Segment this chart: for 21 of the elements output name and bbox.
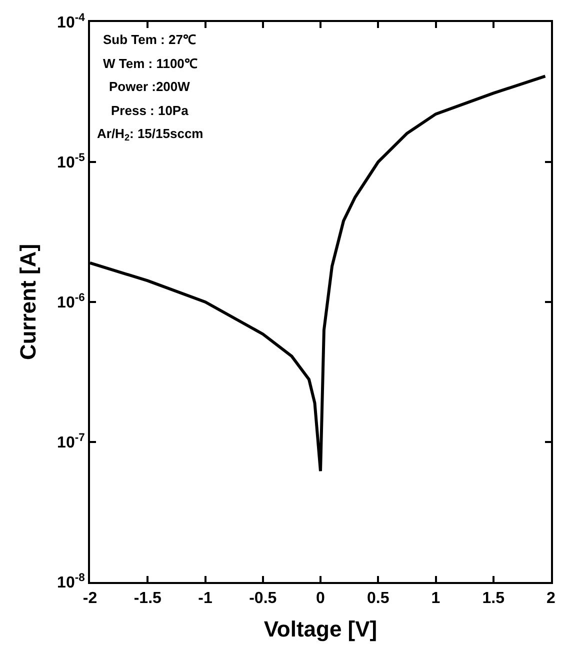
y-tick-label: 10$^{-6}$ bbox=[57, 292, 85, 312]
x-axis-title: Voltage [V] bbox=[264, 616, 378, 642]
y-tick-label: 10$^{-7}$ bbox=[57, 432, 85, 452]
y-tick-label: 10$^{-4}$ bbox=[57, 12, 86, 32]
x-tick-label: -1 bbox=[198, 590, 212, 608]
x-tick-label: -2 bbox=[82, 590, 98, 608]
x-tick-label: 0 bbox=[316, 590, 326, 608]
y-axis-title: Current [A] bbox=[15, 244, 40, 360]
annotation: Power :200W bbox=[109, 79, 191, 94]
x-tick-label: -0.5 bbox=[249, 590, 277, 608]
y-tick-label: 10$^{-8}$ bbox=[57, 572, 85, 592]
x-tick-label: -1.5 bbox=[134, 590, 162, 608]
x-tick-label: 0.5 bbox=[367, 590, 390, 608]
x-tick-label: 2 bbox=[546, 590, 556, 608]
annotation: Sub Tem : 27℃ bbox=[103, 32, 196, 47]
annotation: W Tem : 1100℃ bbox=[103, 56, 198, 71]
annotation: Press : 10Pa bbox=[111, 103, 190, 118]
annotation: Ar/H$_{2}$: 15/15sccm bbox=[97, 126, 204, 143]
x-tick-label: 1 bbox=[431, 590, 440, 608]
x-tick-label: 1.5 bbox=[482, 590, 505, 608]
y-tick-label: 10$^{-5}$ bbox=[57, 152, 85, 172]
